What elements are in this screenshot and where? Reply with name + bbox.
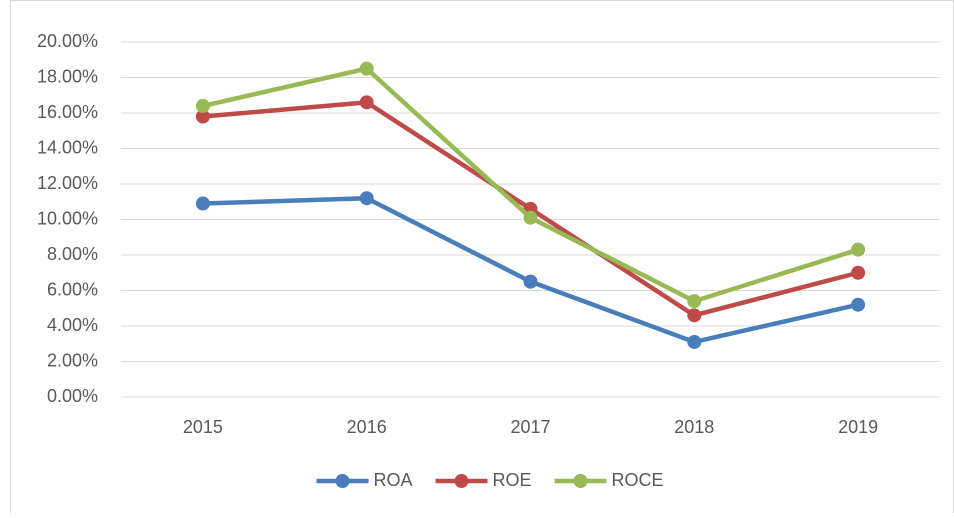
data-point (523, 274, 538, 289)
legend-marker (573, 474, 588, 488)
legend-label: ROA (374, 470, 413, 490)
legend-label: ROE (493, 470, 532, 490)
data-point (687, 334, 702, 349)
y-tick-label: 4.00% (47, 315, 98, 335)
x-tick-label: 2015 (183, 417, 223, 437)
data-point (851, 297, 866, 312)
data-point (523, 210, 538, 225)
data-point (195, 98, 210, 113)
legend-marker (335, 474, 350, 488)
y-tick-label: 20.00% (37, 31, 98, 51)
legend-label: ROCE (612, 470, 664, 490)
data-point (359, 191, 374, 206)
y-tick-label: 14.00% (37, 137, 98, 157)
x-tick-label: 2017 (510, 417, 550, 437)
data-point (687, 294, 702, 309)
data-point (687, 308, 702, 323)
data-point (359, 61, 374, 76)
y-tick-label: 10.00% (37, 208, 98, 228)
y-tick-label: 16.00% (37, 102, 98, 122)
y-tick-label: 6.00% (47, 279, 98, 299)
y-tick-label: 18.00% (37, 66, 98, 86)
data-point (359, 95, 374, 110)
y-tick-label: 8.00% (47, 244, 98, 264)
data-point (195, 196, 210, 211)
y-tick-label: 2.00% (47, 350, 98, 370)
data-point (851, 242, 866, 257)
y-tick-label: 0.00% (47, 386, 98, 406)
y-tick-label: 12.00% (37, 173, 98, 193)
data-point (195, 109, 210, 124)
data-point (851, 265, 866, 280)
x-tick-label: 2019 (838, 417, 878, 437)
x-tick-label: 2016 (347, 417, 387, 437)
legend-marker (454, 474, 469, 488)
x-tick-label: 2018 (674, 417, 714, 437)
